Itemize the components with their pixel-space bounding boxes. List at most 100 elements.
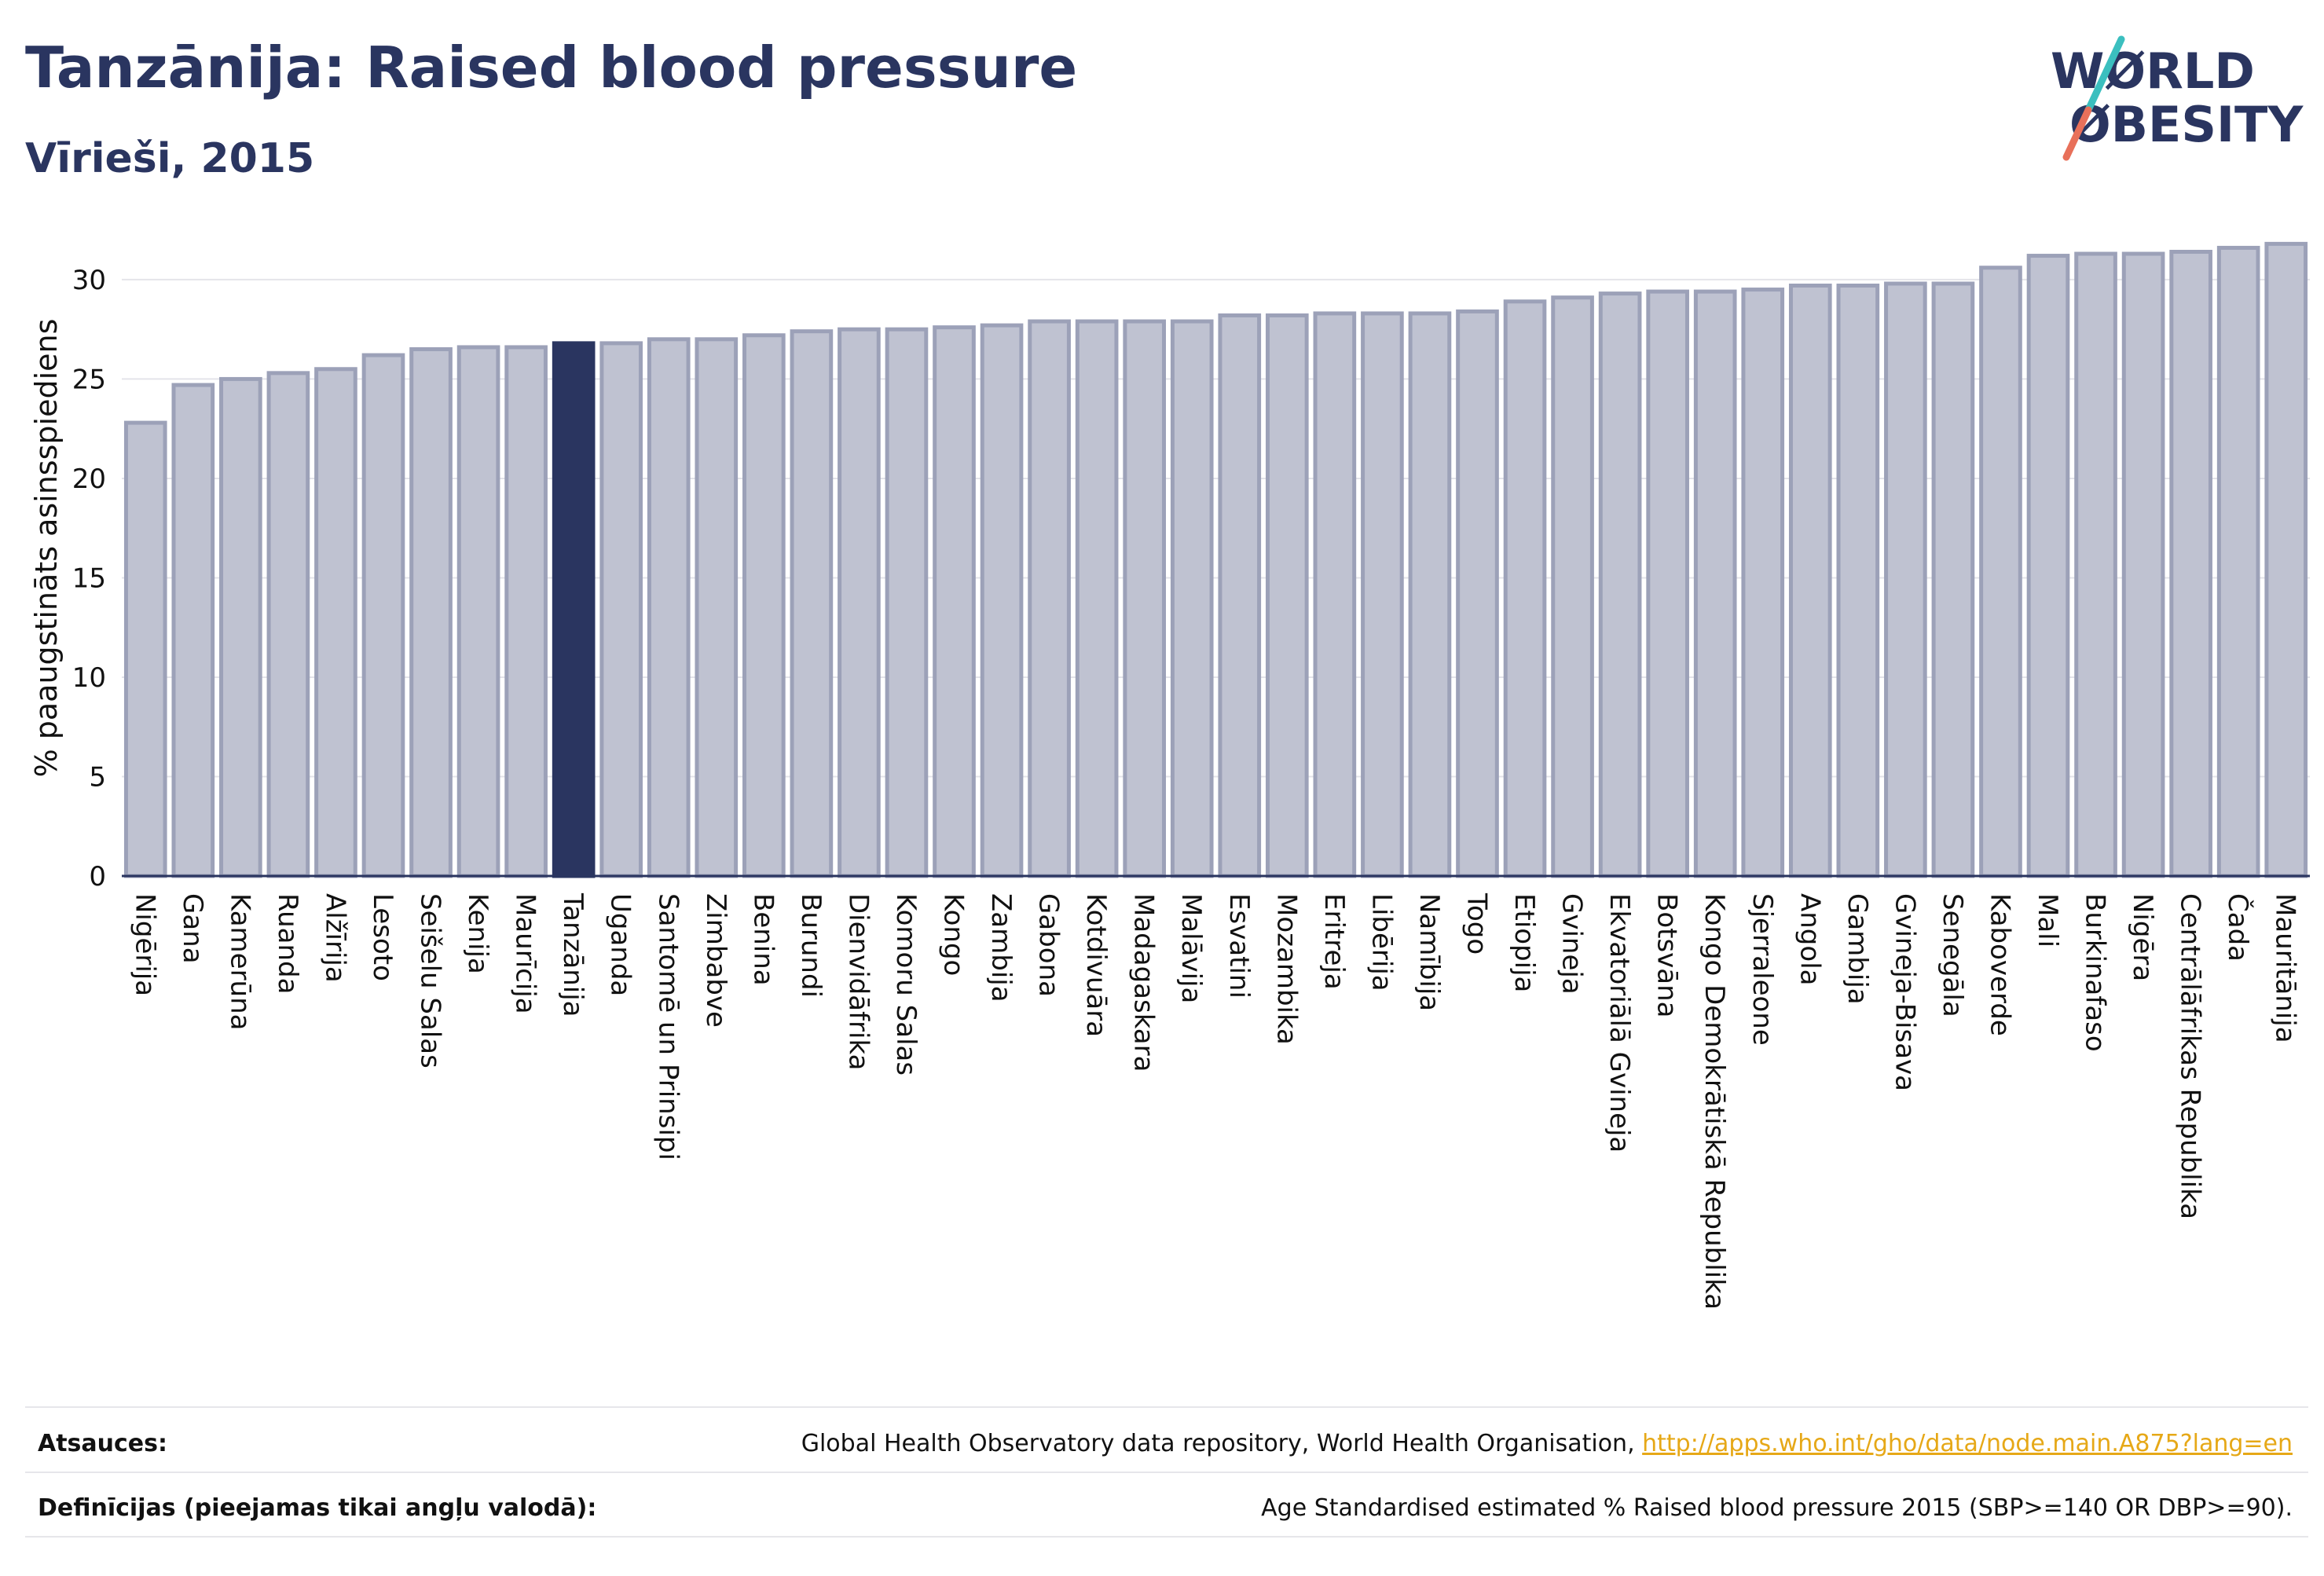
bar	[1931, 281, 1975, 878]
bar	[742, 333, 786, 878]
x-tick-label: Tanzānija	[557, 892, 588, 1017]
x-tick-label: Gambija	[1842, 893, 1873, 1005]
x-tick-label: Kamerūna	[224, 893, 255, 1030]
x-tick-label: Burundi	[795, 893, 827, 998]
x-tick-label: Kotdivuāra	[1080, 893, 1112, 1037]
sources-link[interactable]: http://apps.who.int/gho/data/node.main.A…	[1642, 1430, 2293, 1457]
world-obesity-logo: WØRLD ØBESITY	[2051, 35, 2304, 161]
bar	[1170, 319, 1214, 878]
bar	[361, 353, 405, 878]
bar	[1551, 295, 1594, 878]
footer-divider-top	[25, 1406, 2308, 1408]
x-tick-label: Kenija	[462, 893, 493, 974]
x-tick-label: Alžīrija	[319, 893, 350, 983]
bar	[1361, 311, 1404, 878]
x-tick-label: Togo	[1461, 892, 1492, 955]
bar	[266, 371, 310, 878]
bar	[2264, 241, 2308, 878]
y-tick-label: 15	[72, 563, 106, 594]
x-tick-label: Kongo Demokrātiskā Republika	[1699, 893, 1730, 1310]
page-title: Tanzānija: Raised blood pressure	[25, 35, 1078, 101]
bar	[1788, 284, 1832, 878]
bar	[123, 420, 167, 878]
x-tick-label: Ekvatoriālā Gvineja	[1604, 893, 1635, 1153]
logo-line-2: ØBESITY	[2069, 96, 2304, 153]
bar	[2121, 251, 2165, 878]
logo-slash-teal-icon	[2084, 35, 2125, 114]
sources-value: Global Health Observatory data repositor…	[801, 1430, 2293, 1457]
bar	[2169, 249, 2212, 878]
bar	[647, 337, 691, 878]
logo-slash-coral-icon	[2062, 106, 2092, 161]
bar	[790, 329, 834, 878]
x-tick-label: Eritreja	[1318, 893, 1350, 990]
y-tick-label: 5	[89, 761, 106, 793]
bar	[1598, 291, 1642, 878]
bar	[1313, 311, 1357, 878]
x-tick-label: Dienvidāfrika	[842, 893, 874, 1070]
x-tick-label: Sjerraleone	[1747, 893, 1778, 1046]
bar	[980, 323, 1024, 878]
x-tick-label: Zimbabve	[700, 893, 731, 1028]
x-tick-label: Kaboverde	[1984, 893, 2015, 1036]
x-tick-label: Gvineja	[1556, 893, 1588, 995]
bar	[504, 345, 548, 878]
bar	[171, 383, 215, 878]
bar	[933, 325, 976, 878]
bar	[885, 327, 929, 878]
y-axis-label: % paaugstināts asinsspiediens	[29, 319, 64, 778]
x-tick-label: Zambija	[985, 893, 1017, 1002]
bar	[2074, 251, 2117, 878]
y-tick-label: 10	[72, 662, 106, 694]
x-tick-label: Angola	[1794, 893, 1825, 985]
x-tick-label: Malāvija	[1175, 893, 1207, 1003]
bar	[1503, 299, 1547, 878]
x-tick-label: Mauritānija	[2270, 893, 2301, 1043]
definitions-label: Definīcijas (pieejamas tikai angļu valod…	[38, 1494, 597, 1522]
x-tick-label: Madagaskara	[1128, 893, 1160, 1072]
x-tick-label: Gvineja-Bisava	[1889, 893, 1920, 1091]
x-tick-label: Mozambika	[1270, 893, 1302, 1045]
footer-divider-middle	[25, 1472, 2308, 1473]
bar	[599, 341, 643, 878]
bar	[1646, 289, 1689, 878]
sources-label: Atsauces:	[38, 1430, 167, 1457]
x-tick-label: Komoru Salas	[890, 893, 922, 1076]
bar	[1218, 313, 1262, 878]
bar	[1408, 311, 1452, 878]
x-tick-label: Santomē un Prinsipi	[652, 893, 684, 1160]
bar	[2216, 245, 2260, 878]
bar	[838, 327, 881, 878]
bar-chart: 0 5 10 15 20 25 30 % paaugstināts asinsspiedien…	[29, 241, 2310, 1310]
page-subtitle: Vīrieši, 2015	[25, 135, 315, 182]
y-tick-label: 30	[72, 265, 106, 296]
x-tick-label: Nigēra	[2127, 893, 2158, 981]
footer-divider-bottom	[25, 1536, 2308, 1538]
definitions-value: Age Standardised estimated % Raised bloo…	[1261, 1494, 2293, 1522]
x-tick-label: Gabona	[1033, 893, 1065, 997]
bar	[1456, 309, 1499, 878]
bar	[1979, 266, 2022, 878]
x-tick-label: Namībija	[1413, 893, 1445, 1011]
x-tick-label: Lesoto	[367, 893, 398, 981]
bar	[1741, 288, 1785, 878]
x-tick-label: Čada	[2222, 893, 2254, 962]
x-tick-label: Centrālāfrikas Republika	[2175, 893, 2206, 1219]
x-tick-label: Botsvāna	[1651, 893, 1683, 1018]
x-tick-label: Etiopija	[1508, 893, 1540, 992]
x-tick-label: Ruanda	[272, 893, 303, 994]
bar	[456, 345, 500, 878]
bar	[1265, 313, 1309, 878]
x-tick-label: Mali	[2032, 893, 2063, 947]
y-tick-label: 25	[72, 364, 106, 395]
logo-line-1: WØRLD	[2051, 42, 2255, 100]
bar	[1075, 319, 1119, 878]
bar	[1836, 284, 1880, 878]
x-tick-label: Uganda	[605, 893, 636, 996]
x-tick-label: Kongo	[938, 893, 970, 976]
x-tick-label: Libērija	[1365, 893, 1397, 991]
bar	[552, 341, 596, 878]
bar	[1884, 281, 1927, 878]
bar	[1693, 289, 1737, 878]
bar	[314, 367, 357, 878]
